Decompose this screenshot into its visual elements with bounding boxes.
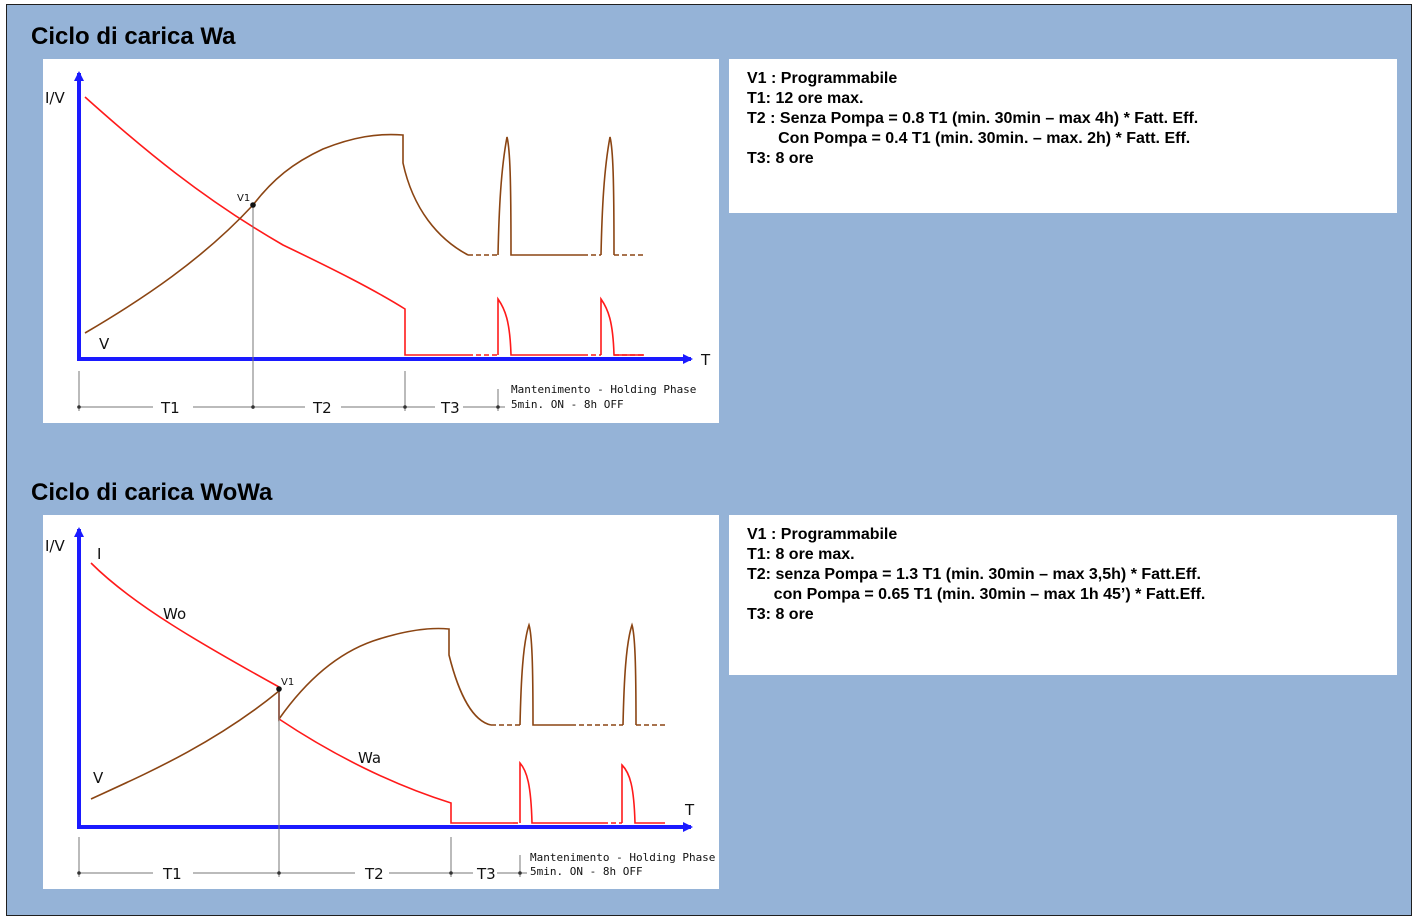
segment-dot-4 [518,871,522,875]
v1-point [276,686,282,692]
phase2-label: Wa [358,749,381,767]
segment-label-t1: T1 [160,399,180,417]
note-line: T2: senza Pompa = 1.3 T1 (min. 30min – m… [747,566,1201,583]
current-curve-label: I [97,545,101,563]
segment-label-t1: T1 [162,865,182,883]
holding-phase-title: Mantenimento - Holding Phase [511,383,696,396]
voltage-curve [90,627,492,800]
current-pulse-2 [600,296,644,356]
segment-label-t2: T2 [364,865,384,883]
note-line: T1: 12 ore max. [747,90,864,107]
chart-wowa: I/V T V1 I V Wo Wa [43,515,719,889]
y-axis-label: I/V [45,89,65,107]
note-line: V1 : Programmabile [747,526,898,543]
note-line: T1: 8 ore max. [747,546,855,563]
section-title-wowa: Ciclo di carica WoWa [31,479,273,506]
voltage-curve-label: V [93,769,104,787]
segment-label-t2: T2 [312,399,332,417]
note-line: T3: 8 ore [747,150,814,167]
voltage-pulse-2 [622,622,637,726]
x-axis-label: T [700,351,711,369]
note-line: T2 : Senza Pompa = 0.8 T1 (min. 30min – … [747,110,1199,127]
v1-point-label: V1 [237,193,250,204]
segment-label-t3: T3 [440,399,460,417]
section-title-wa: Ciclo di carica Wa [31,23,236,50]
v1-point [250,202,256,208]
segment-dot-2 [251,405,255,409]
segment-dot-1 [77,871,81,875]
phase1-label: Wo [163,605,186,623]
chart-wa: I/V T V1 V [43,59,719,423]
v1-point-label: V1 [281,677,294,688]
current-curve [84,96,468,356]
voltage-curve [84,133,469,334]
segment-dot-3 [449,871,453,875]
segment-dot-3 [403,405,407,409]
segment-dot-2 [277,871,281,875]
notes-wowa: V1 : Programmabile T1: 8 ore max. T2: se… [729,515,1397,675]
note-line: V1 : Programmabile [747,70,898,87]
voltage-pulse-1 [497,136,583,256]
voltage-pulse-1 [519,622,571,726]
current-pulse-1 [519,760,603,824]
y-axis-label: I/V [45,537,65,555]
page-frame: Ciclo di carica Wa I/V T [6,4,1412,916]
current-curve-wa [278,687,513,824]
note-line: con Pompa = 0.65 T1 (min. 30min – max 1h… [747,586,1206,603]
current-curve-wo [90,562,280,688]
x-axis-label: T [684,801,695,819]
segment-dot-1 [77,405,81,409]
holding-phase-timing: 5min. ON - 8h OFF [511,398,624,411]
segment-dot-4 [496,405,500,409]
voltage-pulse-2 [600,136,615,256]
holding-phase-title: Mantenimento - Holding Phase [530,851,715,864]
note-line: Con Pompa = 0.4 T1 (min. 30min. – max. 2… [747,130,1191,147]
current-pulse-2 [621,763,665,824]
note-line: T3: 8 ore [747,606,814,623]
chart-wa-svg: I/V T V1 V [45,71,711,417]
holding-phase-timing: 5min. ON - 8h OFF [530,865,643,878]
segment-label-t3: T3 [476,865,496,883]
notes-wa: V1 : Programmabile T1: 12 ore max. T2 : … [729,59,1397,213]
chart-wowa-svg: I/V T V1 I V Wo Wa [45,527,715,883]
voltage-curve-label: V [99,335,110,353]
current-pulse-1 [497,296,583,356]
